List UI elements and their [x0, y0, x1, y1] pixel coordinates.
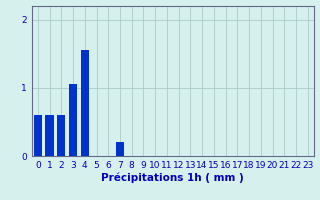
- Bar: [34, 115, 42, 156]
- Bar: [45, 115, 54, 156]
- Bar: [57, 115, 66, 156]
- X-axis label: Précipitations 1h ( mm ): Précipitations 1h ( mm ): [101, 173, 244, 183]
- Bar: [81, 50, 89, 156]
- Bar: [116, 142, 124, 156]
- Bar: [69, 84, 77, 156]
